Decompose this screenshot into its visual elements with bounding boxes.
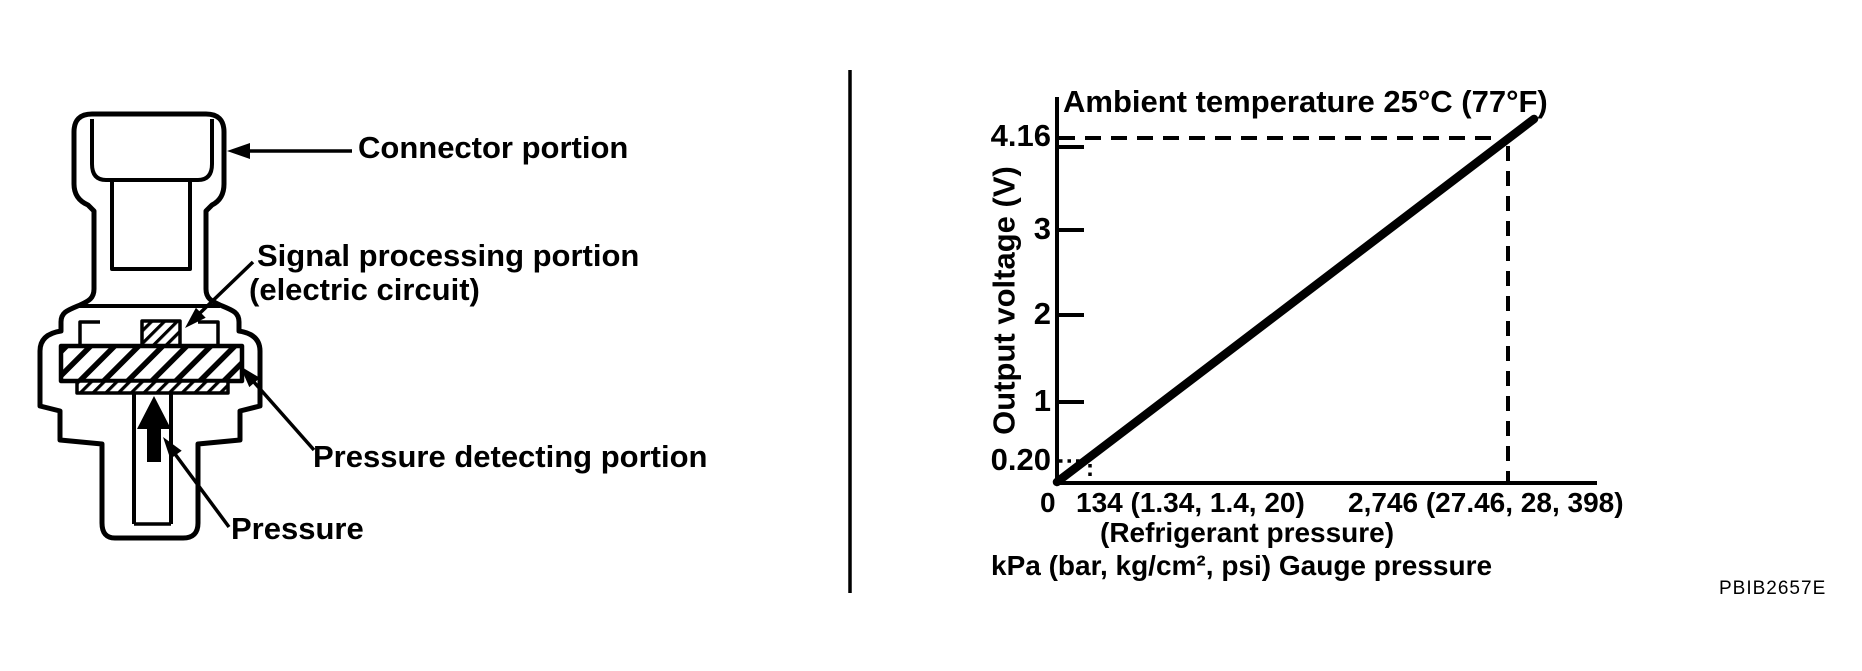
pressure-leader-line [173, 452, 231, 529]
pressure-label: Pressure [231, 511, 364, 546]
y-tick-label-1: 1 [1033, 383, 1051, 418]
detecting-leader-line [251, 379, 316, 452]
graph-title: Ambient temperature 25°C (77°F) [1063, 84, 1548, 119]
voltage-curve [1052, 114, 1539, 487]
pressure-flow-arrow [137, 396, 171, 462]
figure-code: PBIB2657E [1719, 578, 1827, 599]
x-tick-label-2746: 2,746 (27.46, 28, 398) [1348, 487, 1624, 518]
label-leaders [163, 143, 352, 529]
signal-processing-label-line2: (electric circuit) [249, 272, 480, 307]
signal-leader-arrowhead [185, 307, 206, 328]
detecting-leader-arrowhead [240, 366, 260, 388]
cap-step-left [78, 320, 100, 344]
cap-step-right [198, 320, 220, 344]
x-tick-label-134: 134 (1.34, 1.4, 20) [1076, 487, 1305, 518]
x-axis-unit-label: kPa (bar, kg/cm², psi) Gauge pressure [991, 550, 1493, 581]
signal-leader-line [198, 260, 255, 315]
x-tick-label-0: 0 [1040, 487, 1056, 518]
signal-processing-label-line1: Signal processing portion [257, 238, 640, 273]
output-voltage-graph [1052, 97, 1597, 487]
y-tick-label-4-16: 4.16 [990, 118, 1051, 153]
y-tick-label-0-20: 0.20 [990, 442, 1051, 477]
inlet-channel-walls [132, 393, 173, 524]
connector-socket-cavity [110, 180, 192, 271]
pressure-detecting-plate [58, 343, 245, 384]
connector-portion-label: Connector portion [358, 130, 629, 165]
connector-inner-line [90, 119, 214, 182]
y-tick-label-2: 2 [1033, 296, 1051, 331]
pressure-sensor-drawing [37, 111, 352, 541]
pressure-leader-arrowhead [163, 437, 182, 459]
pressure-detecting-portion-label: Pressure detecting portion [313, 439, 708, 474]
signal-processing-block [140, 319, 182, 348]
y-tick-label-3: 3 [1033, 211, 1051, 246]
x-axis-note: (Refrigerant pressure) [1100, 517, 1395, 548]
plate-lower-strip [75, 379, 230, 395]
connector-leader-arrowhead [227, 143, 250, 159]
